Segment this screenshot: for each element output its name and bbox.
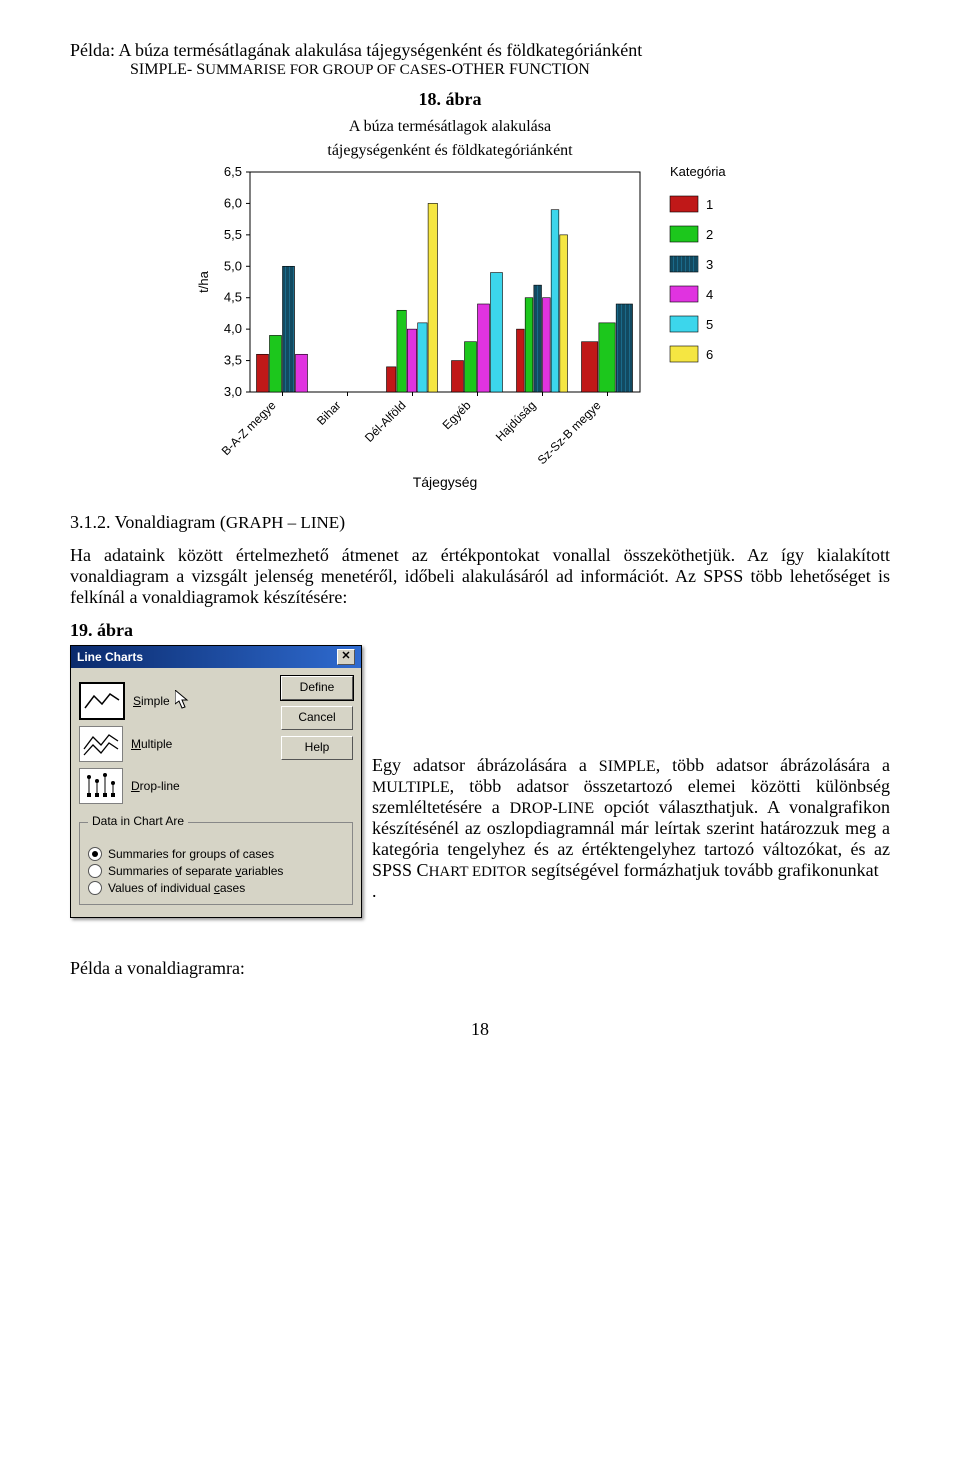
close-icon[interactable]: ✕ (337, 649, 355, 665)
footer-example: Példa a vonaldiagramra: (70, 958, 890, 979)
option-label: Drop-line (131, 779, 281, 793)
sp2-sc: HART EDITOR (429, 864, 527, 880)
svg-text:Hajdúság: Hajdúság (493, 398, 539, 444)
radio-label: Summaries of separate variables (108, 864, 283, 878)
svg-text:5,0: 5,0 (224, 258, 242, 273)
radio-icon (88, 881, 102, 895)
radio-label: Summaries for groups of cases (108, 847, 274, 861)
define-button[interactable]: Define (281, 676, 353, 700)
svg-text:5,5: 5,5 (224, 227, 242, 242)
svg-text:2: 2 (706, 227, 713, 242)
svg-text:Sz-Sz-B megye: Sz-Sz-B megye (535, 398, 604, 467)
dialog-buttons: Define Cancel Help (281, 676, 353, 810)
chart-title: A búza termésátlagok alakulása (190, 118, 710, 136)
group-label: Data in Chart Are (88, 814, 188, 828)
dialog-titlebar: Line Charts ✕ (71, 646, 361, 668)
subline-prefix: SIMPLE- S (130, 61, 205, 78)
data-in-chart-group: Data in Chart Are Summaries for groups o… (79, 822, 353, 905)
svg-text:Dél-Alföld: Dél-Alföld (362, 398, 409, 445)
sp2-b: segítségével formázhatjuk tovább grafiko… (527, 860, 879, 880)
simple-icon (79, 682, 125, 720)
multiple-icon (79, 726, 123, 762)
side-paragraph: Egy adatsor ábrázolására a SIMPLE, több … (372, 755, 890, 902)
radio-icon (88, 864, 102, 878)
svg-text:B-A-Z megye: B-A-Z megye (219, 398, 279, 458)
page-number: 18 (70, 1019, 890, 1040)
svg-text:1: 1 (706, 197, 713, 212)
section-sc: GRAPH – LINE (226, 513, 339, 532)
svg-text:5: 5 (706, 317, 713, 332)
sp-a: Egy adatsor ábrázolására a (372, 755, 599, 775)
sp-sc3: DROP-LINE (510, 800, 594, 817)
svg-text:6: 6 (706, 347, 713, 362)
svg-text:6,0: 6,0 (224, 195, 242, 210)
radio-icon (88, 847, 102, 861)
option-label: Simple (133, 694, 281, 708)
sp-dot: . (372, 881, 890, 902)
paragraph-intro: Ha adataink között értelmezhető átmenet … (70, 545, 890, 608)
chart-type-dropline[interactable]: Drop-line (79, 768, 281, 804)
example-heading: Példa: A búza termésátlagának alakulása … (70, 40, 890, 61)
subline-suffix: -OTHER FUNCTION (446, 61, 590, 78)
svg-text:6,5: 6,5 (224, 164, 242, 179)
sp-sc2: MULTIPLE (372, 779, 450, 796)
line-charts-dialog: Line Charts ✕ Simple Multiple Drop-line De… (70, 645, 362, 918)
help-button[interactable]: Help (281, 736, 353, 760)
dropline-icon (79, 768, 123, 804)
option-label: Multiple (131, 737, 281, 751)
radio-list: Summaries for groups of cases Summaries o… (88, 847, 344, 895)
chart-18-container: 18. ábra A búza termésátlagok alakulása … (190, 89, 890, 502)
section-close: ) (339, 512, 345, 532)
svg-text:4,5: 4,5 (224, 290, 242, 305)
svg-text:Kategória: Kategória (670, 164, 726, 179)
radio-option[interactable]: Summaries of separate variables (88, 864, 344, 878)
svg-text:3,5: 3,5 (224, 353, 242, 368)
chart-type-simple[interactable]: Simple (79, 682, 281, 720)
bar-chart-svg: 3,0 3,5 4,0 4,5 5,0 5,5 6,0 6,5 t/ha B-A-Z megye B… (190, 162, 810, 502)
section-number: 3.1.2. Vonaldiagram ( (70, 512, 226, 532)
svg-text:4,0: 4,0 (224, 321, 242, 336)
example-subline: SIMPLE- SUMMARISE FOR GROUP OF CASES-OTH… (70, 61, 890, 79)
sp-b: , több adatsor ábrázolására a (656, 755, 890, 775)
cancel-button[interactable]: Cancel (281, 706, 353, 730)
svg-text:3: 3 (706, 257, 713, 272)
svg-text:Egyéb: Egyéb (440, 398, 474, 432)
section-3-1-2: 3.1.2. Vonaldiagram (GRAPH – LINE) (70, 512, 890, 533)
svg-text:3,0: 3,0 (224, 384, 242, 399)
sp-sc1: SIMPLE (599, 758, 656, 775)
dialog-title-text: Line Charts (77, 650, 143, 664)
dialog-options: Simple Multiple Drop-line (79, 676, 281, 810)
radio-option[interactable]: Summaries for groups of cases (88, 847, 344, 861)
svg-text:Bihar: Bihar (314, 398, 344, 428)
radio-label: Values of individual cases (108, 881, 245, 895)
fig18-label: 18. ábra (190, 89, 710, 110)
fig19-label: 19. ábra (70, 620, 890, 641)
svg-text:4: 4 (706, 287, 713, 302)
sp-d: opciót választhatjuk. (594, 797, 758, 817)
dialog-row: Line Charts ✕ Simple Multiple Drop-line De… (70, 645, 890, 918)
chart-type-multiple[interactable]: Multiple (79, 726, 281, 762)
svg-text:Tájegység: Tájegység (413, 474, 478, 490)
radio-option[interactable]: Values of individual cases (88, 881, 344, 895)
chart-subtitle: tájegységenként és földkategóriánként (190, 142, 710, 160)
subline-mid: UMMARISE FOR GROUP OF CASES (205, 62, 446, 78)
svg-text:t/ha: t/ha (196, 270, 211, 292)
